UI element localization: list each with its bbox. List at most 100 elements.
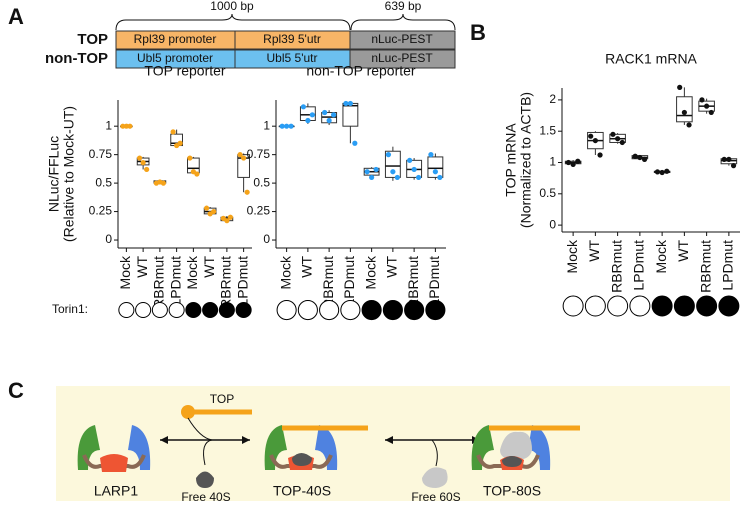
treatment-indicator (696, 295, 718, 317)
y-tick-label: 0.5 (253, 175, 270, 189)
data-point (637, 154, 643, 161)
data-point (343, 100, 349, 107)
constructs: 1000 bp 639 bp TOP non-TOP Rpl39 promote… (45, 0, 456, 69)
x-tick-label: WT (384, 256, 400, 278)
x-tick-label: RBRmut (697, 240, 713, 293)
data-point (300, 104, 307, 110)
data-point (597, 152, 603, 158)
data-point (305, 117, 311, 124)
data-point (730, 163, 737, 169)
data-point (411, 166, 417, 173)
x-tick-label: Mock (362, 255, 378, 289)
data-point (708, 109, 714, 116)
y-tick-label: 1 (549, 155, 556, 169)
treatment-indicator (425, 299, 446, 321)
arrow-branch (431, 439, 438, 467)
data-point (326, 117, 332, 124)
nluc-box (349, 49, 456, 69)
diagram-label: TOP (210, 392, 234, 406)
treatment-indicator (584, 295, 606, 317)
larp1-domain (264, 425, 287, 470)
data-point (641, 156, 648, 162)
data-point (144, 166, 150, 173)
x-tick-label: WT (586, 240, 602, 262)
box (237, 154, 250, 178)
treatment-indicator (651, 295, 673, 317)
treatment-indicator (562, 295, 584, 317)
ribosome-40s (196, 471, 214, 488)
data-point (721, 156, 727, 162)
data-point (432, 169, 438, 175)
length-label: 639 bp (385, 0, 422, 13)
x-tick-label: RBRmut (405, 256, 421, 309)
panel-letter: A (8, 4, 24, 29)
box-label: Ubl5 5'utr (267, 51, 318, 65)
treatment-indicator (168, 301, 185, 319)
data-point (170, 129, 176, 135)
data-point (588, 133, 594, 139)
length-label: 1000 bp (210, 0, 254, 13)
y-tick-label: 0.25 (89, 204, 113, 218)
x-tick-label: WT (299, 256, 315, 278)
data-point (177, 140, 183, 146)
y-tick-label: 0.5 (95, 175, 112, 189)
box-label: Rpl39 promoter (134, 32, 217, 46)
data-point (160, 180, 166, 186)
treatment-indicator (185, 301, 202, 319)
data-point (364, 169, 370, 175)
box (676, 96, 693, 123)
box (384, 150, 401, 178)
data-point (352, 140, 358, 146)
data-point (437, 174, 443, 181)
chart-title: RACK1 mRNA (605, 51, 697, 67)
larp1-core (100, 454, 128, 472)
treatment-indicator (235, 301, 252, 319)
nluc-box (349, 30, 456, 50)
y-axis-label: NLuc/FFLuc (46, 136, 62, 212)
data-point (237, 152, 243, 158)
data-point (615, 136, 621, 142)
ribosome-60s (422, 467, 448, 488)
x-tick-label: WT (201, 256, 217, 278)
x-tick-label: RBRmut (608, 240, 624, 293)
x-tick-label: Mock (184, 255, 200, 289)
data-point (664, 168, 670, 174)
data-point (570, 161, 576, 167)
data-point (224, 218, 230, 224)
box-label: Rpl39 5'utr (263, 32, 321, 46)
x-tick-label: LPDmut (631, 240, 647, 291)
ribosome-60s (500, 431, 532, 460)
data-point (187, 155, 193, 161)
larp1-domain (128, 425, 151, 470)
data-point (428, 152, 434, 158)
diagram-label: Free 60S (411, 490, 460, 504)
panel-letter: B (470, 20, 486, 45)
panel-letter: C (8, 378, 24, 403)
treatment-indicator (607, 295, 629, 317)
data-point (659, 169, 665, 176)
data-point (284, 123, 290, 129)
data-point (279, 123, 285, 129)
data-point (309, 112, 315, 118)
data-point (194, 171, 200, 177)
x-tick-label: LPDmut (720, 240, 736, 291)
larp1-domain (315, 425, 338, 470)
x-tick-label: LPDmut (426, 256, 442, 307)
data-point (347, 100, 353, 107)
data-point (632, 153, 638, 159)
treatment-indicator (319, 299, 340, 321)
y-tick-label: 0.5 (539, 186, 556, 200)
treatment-indicator (151, 301, 168, 319)
treatment-indicator (718, 295, 740, 317)
y-tick-label: 0.75 (247, 147, 271, 161)
y-tick-label: 0.25 (247, 204, 271, 218)
diagram-label: TOP-80S (483, 483, 541, 499)
data-point (610, 131, 616, 137)
treatment-indicator (340, 299, 361, 321)
data-point (699, 97, 705, 103)
data-point (137, 155, 143, 161)
data-point (241, 155, 247, 161)
larp1-domain (77, 425, 100, 470)
y-tick-label: 0.75 (89, 147, 113, 161)
